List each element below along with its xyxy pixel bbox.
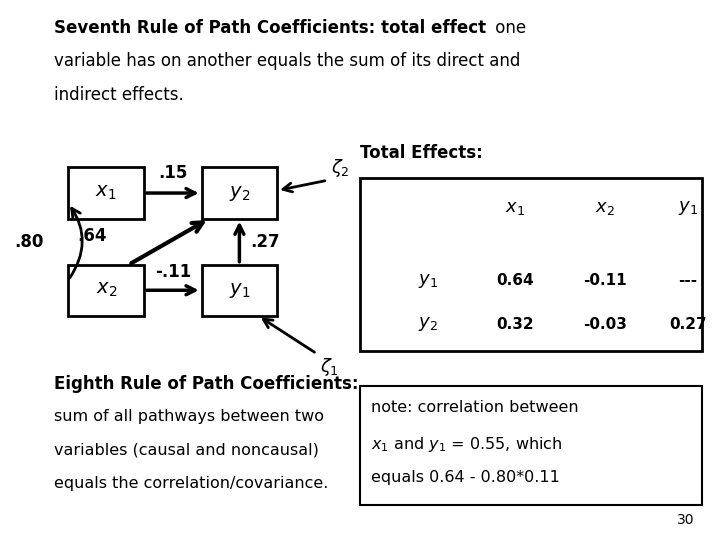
Text: Total Effects:: Total Effects:	[360, 144, 482, 162]
Text: $y_1$: $y_1$	[678, 199, 698, 217]
Bar	[68, 167, 144, 219]
Text: .80: .80	[14, 233, 43, 251]
Text: $\zeta_2$: $\zeta_2$	[331, 157, 350, 179]
Text: ---: ---	[678, 273, 697, 288]
Bar	[360, 178, 702, 351]
Bar	[202, 167, 277, 219]
Text: $x_1$: $x_1$	[505, 199, 525, 217]
Bar	[360, 386, 702, 505]
Text: .27: .27	[251, 233, 280, 251]
Text: equals 0.64 - 0.80*0.11: equals 0.64 - 0.80*0.11	[371, 470, 559, 485]
Text: $x_1$: $x_1$	[96, 184, 117, 202]
Text: -0.11: -0.11	[583, 273, 626, 288]
Text: -0.03: -0.03	[583, 316, 626, 332]
Text: $x_2$: $x_2$	[96, 281, 117, 299]
Text: $y_2$: $y_2$	[229, 184, 250, 202]
Text: Seventh Rule of Path Coefficients: total effect: Seventh Rule of Path Coefficients: total…	[54, 19, 486, 37]
Text: variable has on another equals the sum of its direct and: variable has on another equals the sum o…	[54, 52, 521, 70]
Text: sum of all pathways between two: sum of all pathways between two	[54, 409, 324, 424]
Text: $y_1$: $y_1$	[418, 272, 438, 290]
Text: note: correlation between: note: correlation between	[371, 400, 578, 415]
Text: 0.32: 0.32	[496, 316, 534, 332]
Text: 0.64: 0.64	[496, 273, 534, 288]
Bar	[202, 265, 277, 316]
Text: variables (causal and noncausal): variables (causal and noncausal)	[54, 442, 319, 457]
Text: -.11: -.11	[155, 262, 191, 281]
Text: one: one	[490, 19, 526, 37]
Text: $x_1$ and $y_1$ = 0.55, which: $x_1$ and $y_1$ = 0.55, which	[371, 435, 562, 454]
Text: $y_1$: $y_1$	[229, 281, 250, 300]
Text: equals the correlation/covariance.: equals the correlation/covariance.	[54, 476, 328, 491]
Text: Eighth Rule of Path Coefficients:: Eighth Rule of Path Coefficients:	[54, 375, 359, 393]
Text: 0.27: 0.27	[669, 316, 706, 332]
Text: $\zeta_1$: $\zeta_1$	[320, 356, 339, 379]
Text: indirect effects.: indirect effects.	[54, 86, 184, 104]
Text: .15: .15	[158, 164, 187, 183]
Text: 30: 30	[678, 512, 695, 526]
Text: $y_2$: $y_2$	[418, 315, 438, 333]
Bar	[68, 265, 144, 316]
Text: .64: .64	[77, 227, 107, 245]
Text: $x_2$: $x_2$	[595, 199, 615, 217]
